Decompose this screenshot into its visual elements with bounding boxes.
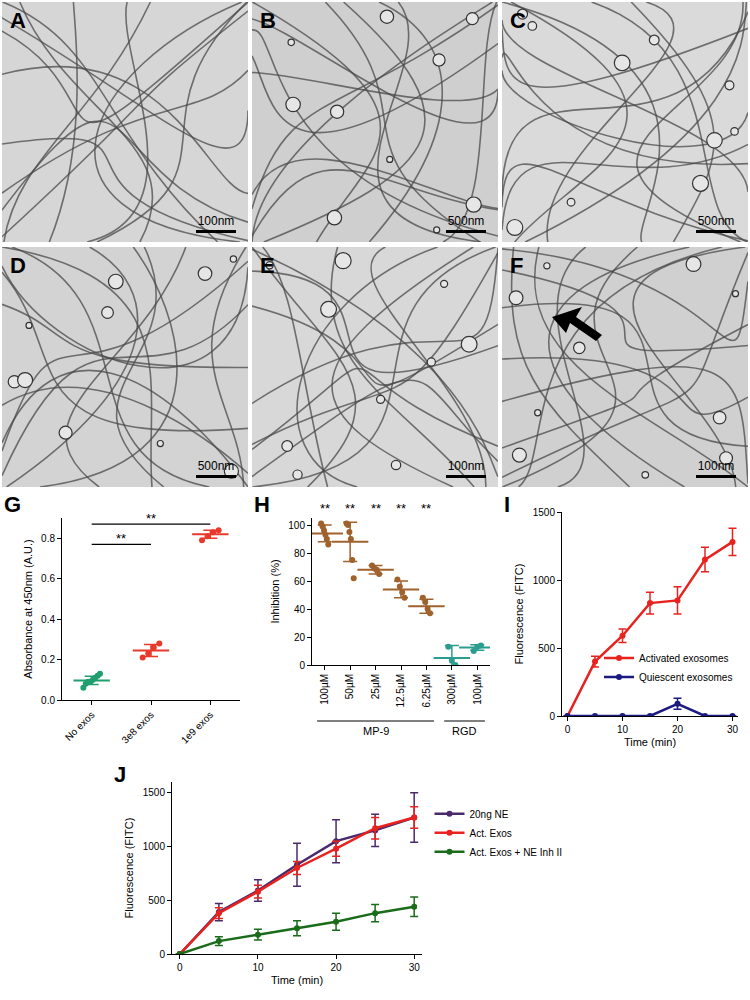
svg-text:100nm: 100nm bbox=[198, 214, 235, 228]
svg-text:50µM: 50µM bbox=[344, 674, 355, 699]
html-text:J: J bbox=[114, 762, 127, 787]
svg-text:B: B bbox=[260, 8, 276, 33]
svg-text:Act. Exos + NE Inh II: Act. Exos + NE Inh II bbox=[470, 847, 563, 858]
svg-text:1000: 1000 bbox=[143, 841, 166, 852]
svg-text:60: 60 bbox=[294, 576, 306, 587]
svg-text:12.5µM: 12.5µM bbox=[395, 674, 406, 708]
svg-text:100µM: 100µM bbox=[472, 674, 483, 705]
html-text:G: G bbox=[4, 492, 22, 517]
svg-text:500: 500 bbox=[148, 895, 165, 906]
svg-text:6.25µM: 6.25µM bbox=[421, 674, 432, 708]
svg-text:1000: 1000 bbox=[533, 575, 556, 586]
svg-text:0: 0 bbox=[299, 660, 305, 671]
svg-text:Time (min): Time (min) bbox=[624, 736, 676, 748]
svg-text:0: 0 bbox=[565, 724, 571, 735]
svg-text:1500: 1500 bbox=[143, 787, 166, 798]
svg-text:40: 40 bbox=[294, 604, 306, 615]
svg-text:F: F bbox=[510, 253, 523, 278]
svg-text:**: ** bbox=[345, 501, 355, 516]
svg-text:0.0: 0.0 bbox=[41, 695, 55, 706]
svg-text:A: A bbox=[10, 8, 26, 33]
svg-text:25µM: 25µM bbox=[370, 674, 381, 699]
svg-text:C: C bbox=[510, 8, 526, 33]
svg-text:0.6: 0.6 bbox=[41, 573, 55, 584]
svg-text:D: D bbox=[10, 253, 26, 278]
svg-text:1500: 1500 bbox=[533, 507, 556, 518]
svg-text:100nm: 100nm bbox=[448, 459, 485, 473]
svg-text:300µM: 300µM bbox=[446, 674, 457, 705]
svg-text:500nm: 500nm bbox=[448, 214, 485, 228]
svg-text:0.4: 0.4 bbox=[41, 614, 55, 625]
svg-text:1e9 exos: 1e9 exos bbox=[179, 709, 215, 745]
svg-text:20ng NE: 20ng NE bbox=[470, 809, 509, 820]
svg-text:0: 0 bbox=[549, 711, 555, 722]
svg-text:0.2: 0.2 bbox=[41, 654, 55, 665]
svg-text:0: 0 bbox=[159, 949, 165, 960]
svg-text:0: 0 bbox=[177, 962, 183, 973]
html-text:H: H bbox=[254, 492, 270, 517]
svg-text:**: ** bbox=[146, 511, 156, 526]
svg-text:100nm: 100nm bbox=[698, 459, 735, 473]
svg-text:RGD: RGD bbox=[452, 725, 477, 737]
svg-text:E: E bbox=[260, 253, 275, 278]
svg-text:100: 100 bbox=[288, 520, 305, 531]
svg-text:**: ** bbox=[116, 531, 126, 546]
svg-text:Quiescent exosomes: Quiescent exosomes bbox=[639, 672, 732, 683]
svg-text:30: 30 bbox=[727, 724, 739, 735]
svg-text:**: ** bbox=[371, 501, 381, 516]
svg-text:0.8: 0.8 bbox=[41, 533, 55, 544]
svg-text:Inhibition (%): Inhibition (%) bbox=[269, 559, 281, 623]
svg-text:500: 500 bbox=[538, 643, 555, 654]
svg-text:MP-9: MP-9 bbox=[363, 725, 389, 737]
svg-text:80: 80 bbox=[294, 548, 306, 559]
html-text:I: I bbox=[504, 492, 511, 517]
svg-text:10: 10 bbox=[252, 962, 264, 973]
svg-text:Fluorescence (FITC): Fluorescence (FITC) bbox=[123, 818, 135, 919]
svg-text:Activated exosomes: Activated exosomes bbox=[639, 653, 729, 664]
svg-text:**: ** bbox=[421, 501, 431, 516]
svg-text:100µM: 100µM bbox=[319, 674, 330, 705]
svg-text:No exos: No exos bbox=[63, 709, 97, 743]
svg-text:30: 30 bbox=[409, 962, 421, 973]
svg-text:10: 10 bbox=[617, 724, 629, 735]
svg-text:**: ** bbox=[396, 501, 406, 516]
svg-text:Absorbance at 450nm (A.U.): Absorbance at 450nm (A.U.) bbox=[22, 539, 34, 678]
svg-text:20: 20 bbox=[294, 632, 306, 643]
svg-text:Fluorescence (FITC): Fluorescence (FITC) bbox=[513, 564, 525, 665]
svg-text:Act. Exos: Act. Exos bbox=[470, 828, 512, 839]
svg-text:Time (min): Time (min) bbox=[271, 974, 323, 986]
svg-text:500nm: 500nm bbox=[698, 214, 735, 228]
svg-text:20: 20 bbox=[672, 724, 684, 735]
svg-text:500nm: 500nm bbox=[198, 459, 235, 473]
svg-text:20: 20 bbox=[330, 962, 342, 973]
svg-text:**: ** bbox=[320, 501, 330, 516]
svg-text:3e8 exos: 3e8 exos bbox=[119, 709, 155, 745]
